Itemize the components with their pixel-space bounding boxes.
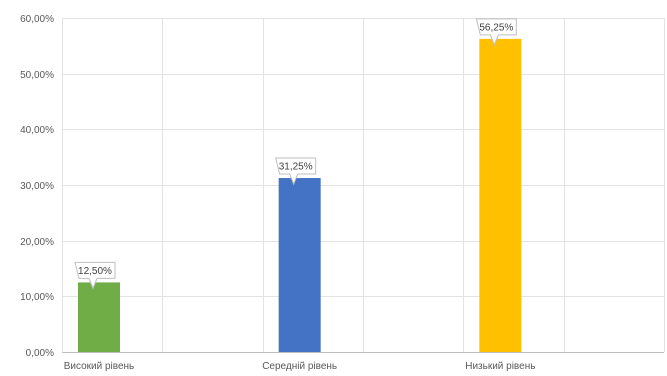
data-label-callout — [475, 18, 517, 47]
data-labels: 12,50% 31,25% 56,25% — [74, 18, 517, 290]
data-label: 31,25% — [275, 157, 317, 186]
bar — [78, 282, 120, 352]
x-category-label: Низький рівень — [465, 361, 535, 372]
bar — [278, 178, 321, 352]
y-tick-label: 30,00% — [20, 181, 54, 192]
bars — [78, 38, 522, 352]
y-tick-label: 10,00% — [20, 292, 54, 303]
y-tick-label: 60,00% — [20, 14, 54, 25]
y-tick-label: 40,00% — [20, 125, 54, 136]
y-axis-tick-labels: 0,00% 10,00% 20,00% 30,00% 40,00% 50,00% 60,00… — [20, 14, 54, 359]
data-label-callout — [74, 261, 116, 290]
data-label-text: 31,25% — [279, 162, 313, 173]
x-category-label: Високий рівень — [64, 361, 135, 372]
data-label: 12,50% — [74, 261, 116, 290]
y-tick-label: 50,00% — [20, 70, 54, 81]
data-label-text: 12,50% — [78, 266, 112, 277]
data-label-text: 56,25% — [479, 22, 513, 33]
data-label-callout — [275, 157, 317, 186]
data-label: 56,25% — [475, 18, 517, 47]
y-tick-label: 0,00% — [26, 348, 54, 359]
grid — [62, 18, 665, 353]
bar — [479, 38, 522, 352]
y-tick-label: 20,00% — [20, 237, 54, 248]
x-category-label: Середній рівень — [262, 361, 337, 372]
x-axis-category-labels: Високий рівень Середній рівень Низький рів… — [64, 361, 536, 372]
